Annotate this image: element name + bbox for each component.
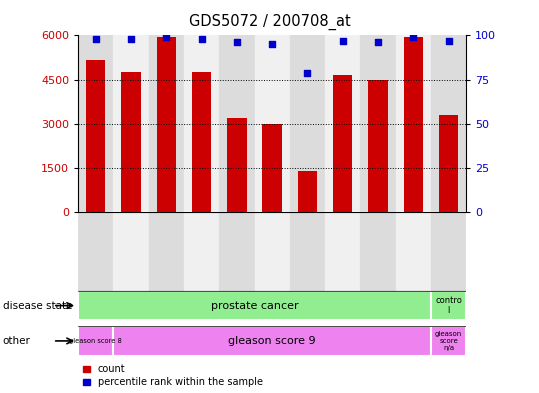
Bar bbox=[113, 35, 149, 212]
Legend: count, percentile rank within the sample: count, percentile rank within the sample bbox=[83, 364, 262, 387]
Bar bbox=[431, 35, 466, 212]
Bar bbox=[184, 35, 219, 212]
Point bbox=[233, 39, 241, 46]
Bar bbox=[149, 35, 184, 212]
Bar bbox=[431, 212, 466, 291]
Text: contro
l: contro l bbox=[435, 296, 462, 315]
Bar bbox=[86, 61, 106, 212]
Point bbox=[162, 34, 171, 40]
Bar bbox=[219, 212, 254, 291]
Bar bbox=[431, 326, 466, 356]
Bar bbox=[113, 326, 431, 356]
Bar bbox=[290, 35, 325, 212]
Point bbox=[303, 69, 312, 75]
Bar bbox=[333, 75, 353, 212]
Bar bbox=[184, 212, 219, 291]
Bar bbox=[78, 326, 113, 356]
Point bbox=[338, 37, 347, 44]
Text: gleason
score
n/a: gleason score n/a bbox=[435, 331, 462, 351]
Text: other: other bbox=[3, 336, 31, 346]
Bar bbox=[78, 212, 113, 291]
Bar bbox=[121, 72, 141, 212]
Bar bbox=[227, 118, 247, 212]
Point bbox=[374, 39, 382, 46]
Bar bbox=[361, 212, 396, 291]
Bar bbox=[396, 212, 431, 291]
Text: prostate cancer: prostate cancer bbox=[211, 301, 299, 310]
Text: gleason score 8: gleason score 8 bbox=[70, 338, 122, 344]
Bar bbox=[219, 35, 254, 212]
Bar bbox=[325, 35, 361, 212]
Bar bbox=[404, 37, 423, 212]
Bar bbox=[431, 291, 466, 320]
Point bbox=[444, 37, 453, 44]
Point bbox=[127, 36, 135, 42]
Bar bbox=[439, 115, 458, 212]
Bar bbox=[368, 79, 388, 212]
Point bbox=[409, 34, 418, 40]
Bar bbox=[113, 212, 149, 291]
Bar bbox=[396, 35, 431, 212]
Bar bbox=[325, 212, 361, 291]
Bar bbox=[254, 35, 290, 212]
Bar bbox=[290, 212, 325, 291]
Bar bbox=[298, 171, 317, 212]
Point bbox=[197, 36, 206, 42]
Bar bbox=[254, 212, 290, 291]
Text: disease state: disease state bbox=[3, 301, 72, 310]
Text: GDS5072 / 200708_at: GDS5072 / 200708_at bbox=[189, 14, 350, 30]
Point bbox=[268, 41, 277, 47]
Point bbox=[92, 36, 100, 42]
Bar bbox=[361, 35, 396, 212]
Bar bbox=[149, 212, 184, 291]
Bar bbox=[262, 124, 282, 212]
Bar bbox=[78, 35, 113, 212]
Text: gleason score 9: gleason score 9 bbox=[229, 336, 316, 346]
Bar bbox=[192, 72, 211, 212]
Bar bbox=[157, 37, 176, 212]
